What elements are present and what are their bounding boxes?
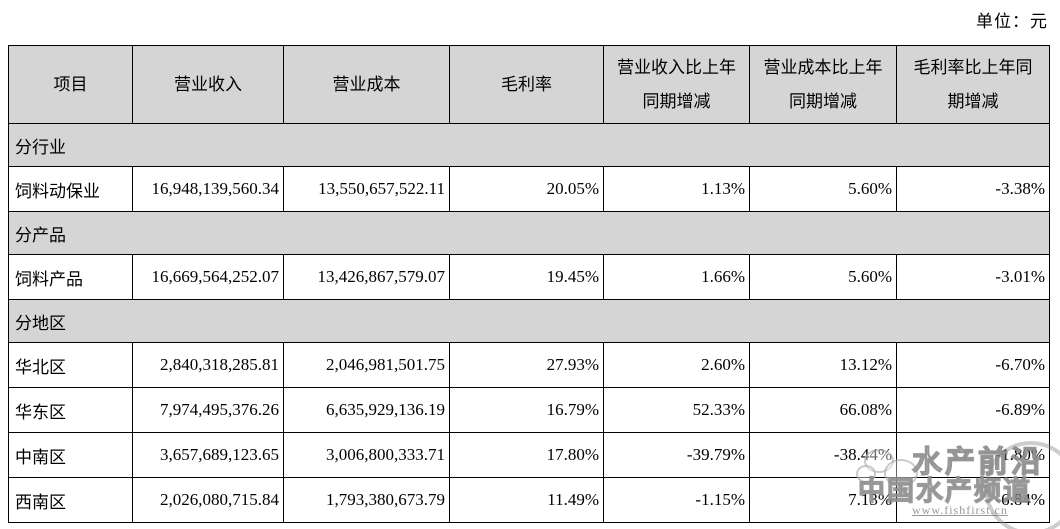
cell-margin-yoy: -1.80% <box>896 432 1050 478</box>
row-name: 饲料动保业 <box>8 166 133 212</box>
table-header: 项目 营业收入 营业成本 毛利率 营业收入比上年同期增减 营业成本比上年同期增减… <box>8 45 1050 124</box>
cell-cost-yoy: 5.60% <box>749 254 897 300</box>
cell-revenue-yoy: 52.33% <box>603 387 750 433</box>
cell-margin-yoy: -6.89% <box>896 387 1050 433</box>
row-name: 饲料产品 <box>8 254 133 300</box>
cell-cost: 2,046,981,501.75 <box>283 342 450 388</box>
cell-revenue: 16,948,139,560.34 <box>132 166 284 212</box>
cell-revenue: 3,657,689,123.65 <box>132 432 284 478</box>
cell-cost: 3,006,800,333.71 <box>283 432 450 478</box>
col-header-margin: 毛利率 <box>449 45 604 124</box>
section-row-product: 分产品 <box>8 211 1050 255</box>
cell-revenue: 16,669,564,252.07 <box>132 254 284 300</box>
section-label: 分行业 <box>8 123 1050 167</box>
cell-revenue: 2,840,318,285.81 <box>132 342 284 388</box>
cell-revenue-yoy: 1.66% <box>603 254 750 300</box>
cell-margin-yoy: -3.01% <box>896 254 1050 300</box>
table-row: 华北区 2,840,318,285.81 2,046,981,501.75 27… <box>8 342 1050 388</box>
cell-margin-yoy: -6.84% <box>896 477 1050 523</box>
col-header-revenue: 营业收入 <box>132 45 284 124</box>
financial-table: 项目 营业收入 营业成本 毛利率 营业收入比上年同期增减 营业成本比上年同期增减… <box>8 45 1050 523</box>
cell-revenue-yoy: 1.13% <box>603 166 750 212</box>
cell-cost-yoy: -38.44% <box>749 432 897 478</box>
col-header-item: 项目 <box>8 45 133 124</box>
section-row-industry: 分行业 <box>8 123 1050 167</box>
section-label: 分地区 <box>8 299 1050 343</box>
cell-cost: 13,550,657,522.11 <box>283 166 450 212</box>
cell-margin-yoy: -3.38% <box>896 166 1050 212</box>
table-row: 华东区 7,974,495,376.26 6,635,929,136.19 16… <box>8 387 1050 433</box>
cell-revenue: 7,974,495,376.26 <box>132 387 284 433</box>
col-header-cost: 营业成本 <box>283 45 450 124</box>
table-row: 饲料产品 16,669,564,252.07 13,426,867,579.07… <box>8 254 1050 300</box>
col-header-revenue-yoy: 营业收入比上年同期增减 <box>603 45 750 124</box>
cell-margin: 20.05% <box>449 166 604 212</box>
cell-margin: 27.93% <box>449 342 604 388</box>
section-label: 分产品 <box>8 211 1050 255</box>
cell-margin: 11.49% <box>449 477 604 523</box>
section-row-region: 分地区 <box>8 299 1050 343</box>
cell-revenue-yoy: 2.60% <box>603 342 750 388</box>
row-name: 华东区 <box>8 387 133 433</box>
header-row: 项目 营业收入 营业成本 毛利率 营业收入比上年同期增减 营业成本比上年同期增减… <box>8 45 1050 124</box>
cell-cost-yoy: 13.12% <box>749 342 897 388</box>
cell-margin-yoy: -6.70% <box>896 342 1050 388</box>
table-row: 饲料动保业 16,948,139,560.34 13,550,657,522.1… <box>8 166 1050 212</box>
cell-cost-yoy: 7.13% <box>749 477 897 523</box>
row-name: 中南区 <box>8 432 133 478</box>
col-header-cost-yoy: 营业成本比上年同期增减 <box>749 45 897 124</box>
cell-cost-yoy: 5.60% <box>749 166 897 212</box>
cell-revenue-yoy: -1.15% <box>603 477 750 523</box>
row-name: 华北区 <box>8 342 133 388</box>
cell-cost: 6,635,929,136.19 <box>283 387 450 433</box>
unit-label: 单位：元 <box>976 12 1048 31</box>
row-name: 西南区 <box>8 477 133 523</box>
cell-margin: 16.79% <box>449 387 604 433</box>
table-row: 中南区 3,657,689,123.65 3,006,800,333.71 17… <box>8 432 1050 478</box>
cell-revenue: 2,026,080,715.84 <box>132 477 284 523</box>
cell-margin: 17.80% <box>449 432 604 478</box>
cell-margin: 19.45% <box>449 254 604 300</box>
cell-cost: 13,426,867,579.07 <box>283 254 450 300</box>
cell-revenue-yoy: -39.79% <box>603 432 750 478</box>
table-row: 西南区 2,026,080,715.84 1,793,380,673.79 11… <box>8 477 1050 523</box>
col-header-margin-yoy: 毛利率比上年同期增减 <box>896 45 1050 124</box>
cell-cost-yoy: 66.08% <box>749 387 897 433</box>
cell-cost: 1,793,380,673.79 <box>283 477 450 523</box>
